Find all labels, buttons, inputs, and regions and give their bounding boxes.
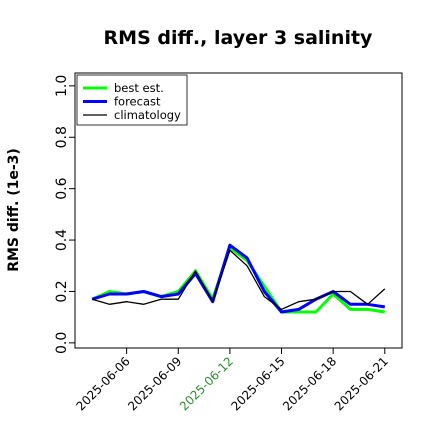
plot-frame — [74, 72, 403, 349]
y-axis: 0.0 0.2 0.4 0.6 0.8 1.0 — [54, 75, 75, 354]
y-tick-label: 0.4 — [54, 229, 70, 251]
x-tick-label: 2025-06-09 — [125, 354, 184, 413]
legend-entry: forecast — [114, 95, 161, 109]
x-tick-label: 2025-06-21 — [332, 354, 391, 413]
y-axis-label: RMS diff. (1e-3) — [6, 148, 22, 272]
legend-entry: climatology — [114, 108, 181, 122]
y-tick-label: 0.0 — [54, 332, 70, 354]
x-tick-label: 2025-06-06 — [74, 354, 133, 413]
x-tick-label: 2025-06-18 — [280, 354, 339, 413]
x-axis: 2025-06-062025-06-092025-06-122025-06-15… — [74, 348, 391, 413]
chart-title: RMS diff., layer 3 salinity — [104, 27, 374, 49]
series-line-forecast — [91, 243, 386, 314]
y-tick-label: 1.0 — [54, 75, 70, 97]
y-tick-label: 0.8 — [54, 126, 70, 148]
series-lines — [91, 243, 386, 314]
y-tick-label: 0.2 — [54, 280, 70, 302]
x-tick-label: 2025-06-15 — [228, 354, 287, 413]
series-line-climatology — [92, 249, 386, 311]
x-tick-label: 2025-06-12 — [177, 354, 236, 413]
legend-entry: best est. — [114, 81, 164, 95]
y-tick-label: 0.6 — [54, 177, 70, 199]
